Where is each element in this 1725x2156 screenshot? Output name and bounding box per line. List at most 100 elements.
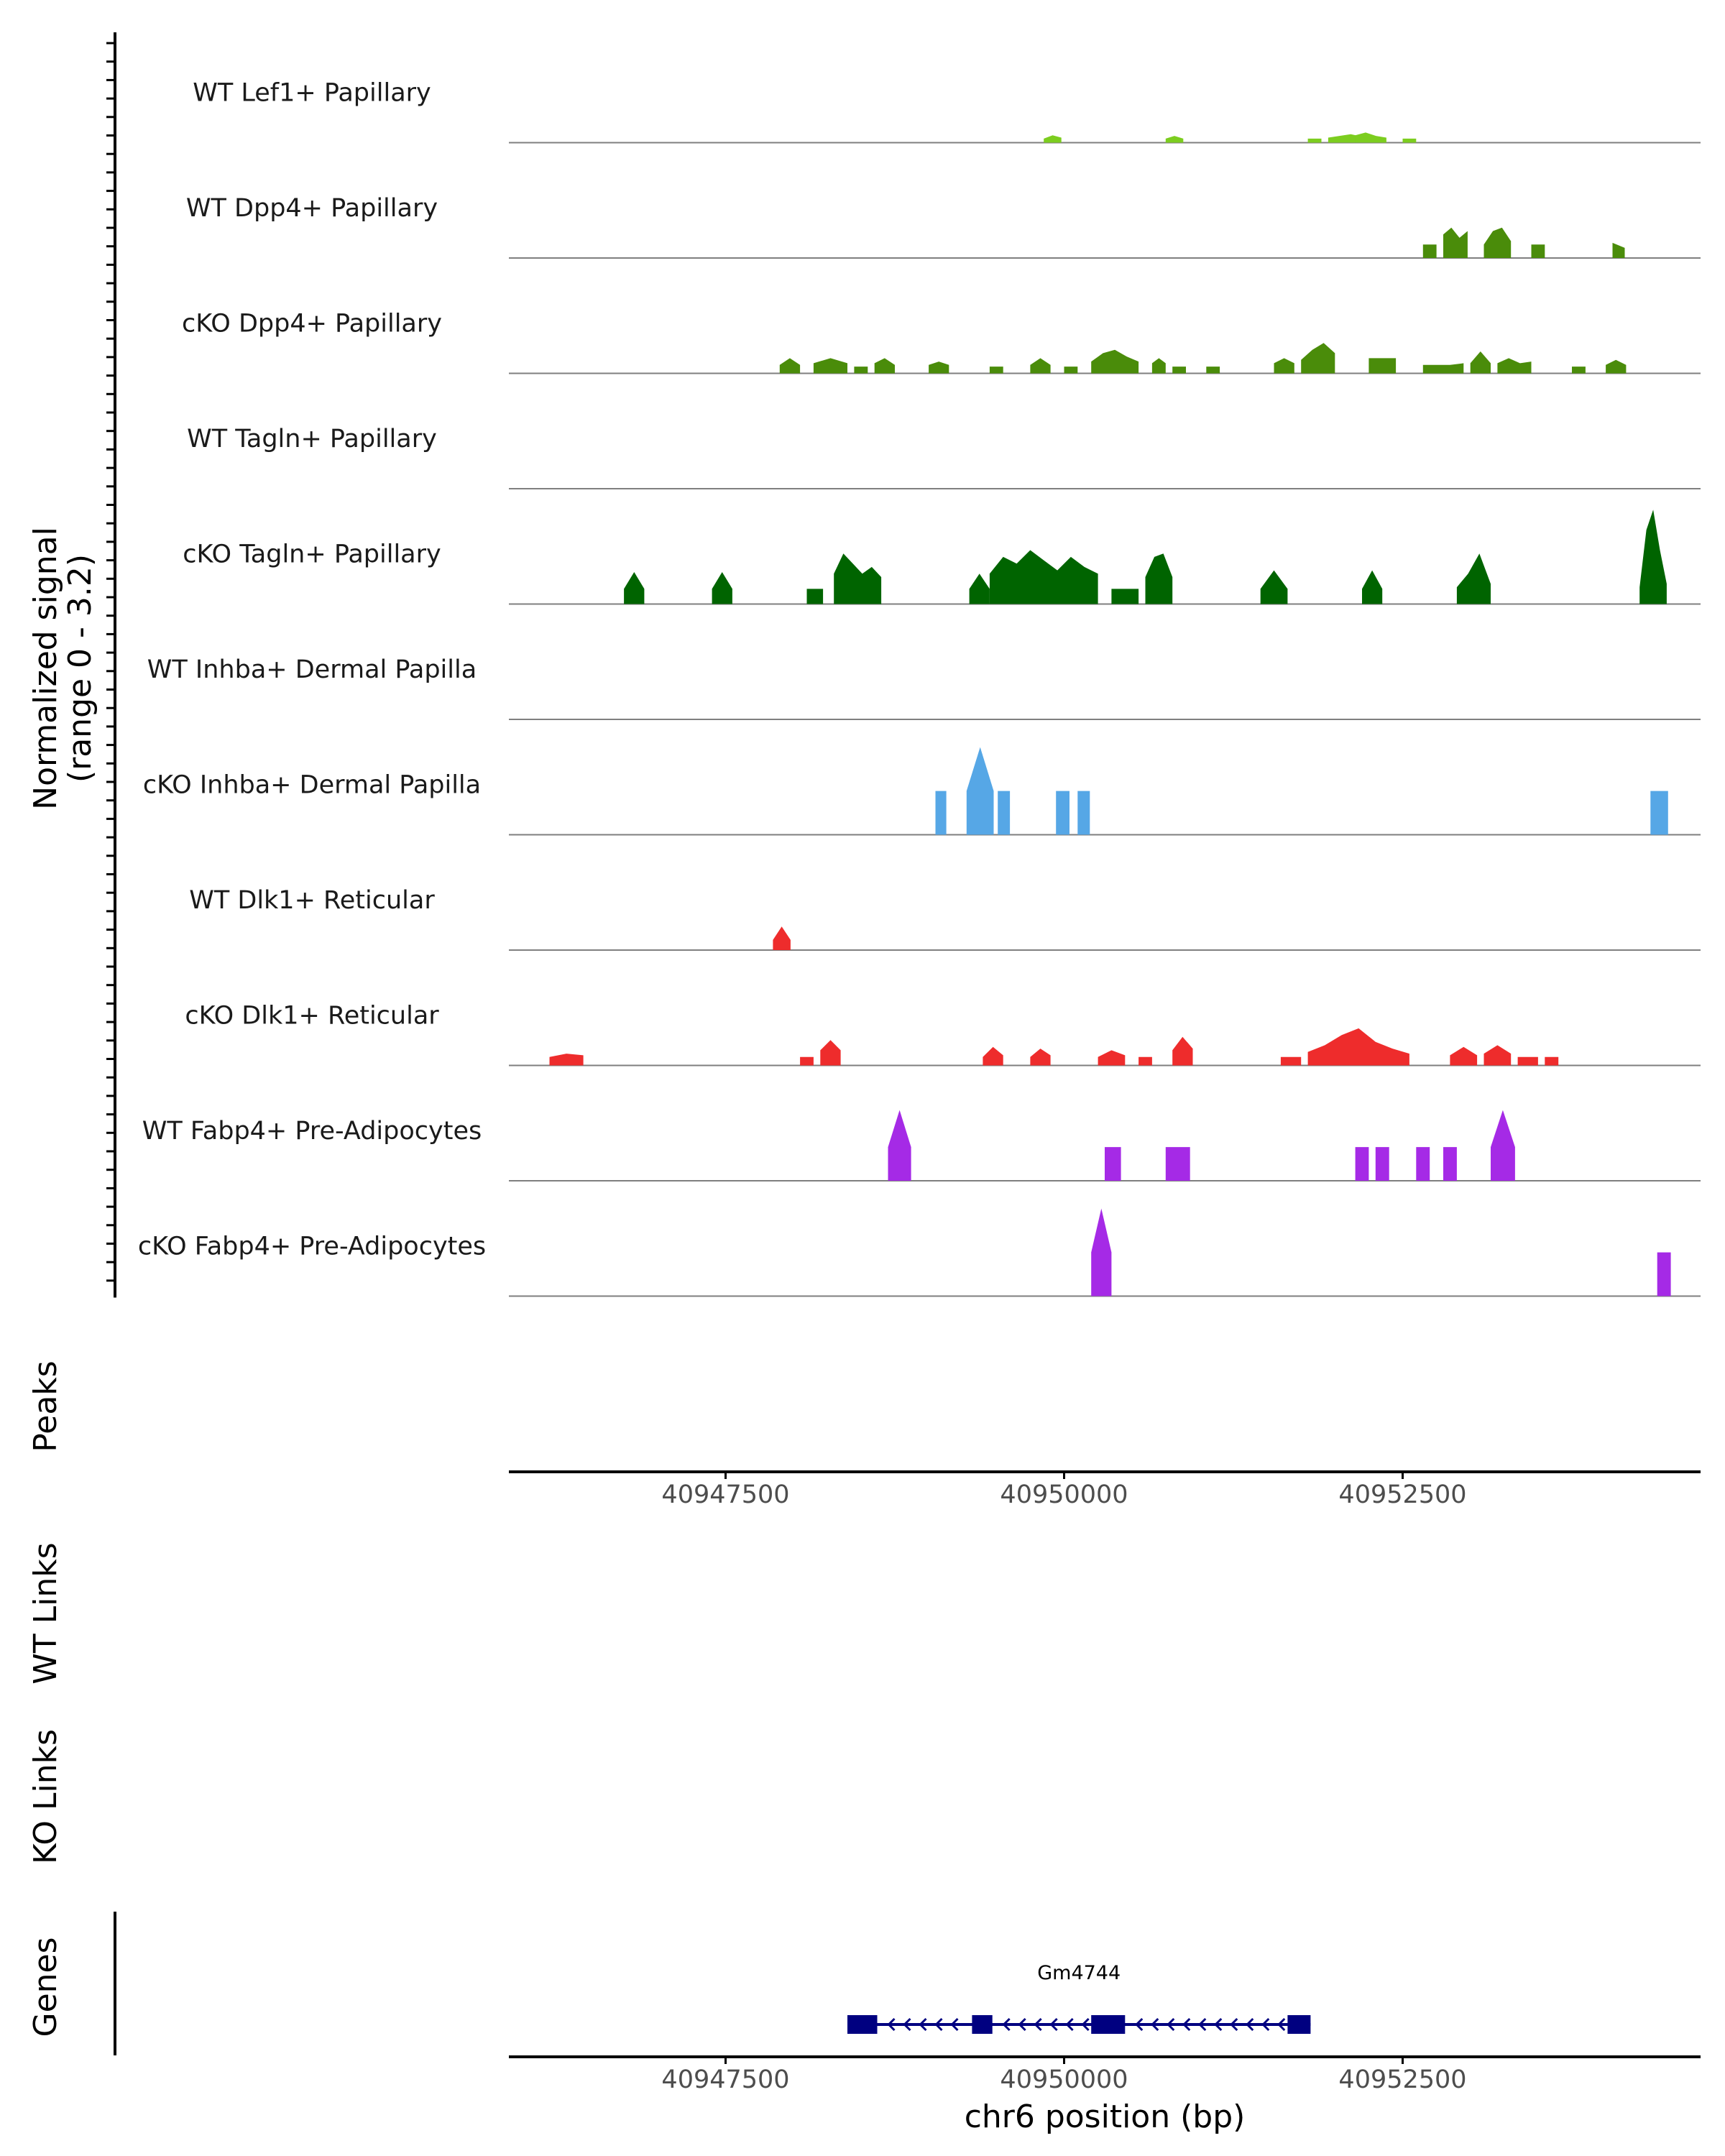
track-label: WT Dlk1+ Reticular [189, 886, 435, 915]
x-axis-peaks: 40947500 40950000 40952500 [509, 1470, 1701, 1509]
track-label: WT Lef1+ Papillary [193, 79, 431, 108]
coverage-peak [813, 358, 847, 374]
coverage-peak [1091, 1208, 1112, 1296]
coverage-peak [1657, 1252, 1671, 1296]
track-label: WT Inhba+ Dermal Papilla [147, 655, 477, 684]
coverage-peak [929, 361, 949, 374]
gene-name-label: Gm4744 [1037, 1962, 1121, 1984]
coverage-peak [983, 1046, 1003, 1066]
coverage-peak [1355, 132, 1386, 143]
track-label: cKO Fabp4+ Pre-Adipocytes [138, 1233, 486, 1261]
coverage-peak [1484, 1045, 1512, 1066]
coverage-peak [1450, 1046, 1478, 1066]
gene-exon [1287, 2015, 1311, 2034]
y-axis-label: Normalized signal [27, 527, 64, 810]
coverage-peak [712, 572, 732, 604]
coverage-peak [1307, 1028, 1409, 1066]
strand-arrow [1182, 2017, 1191, 2032]
coverage-peak [834, 553, 882, 604]
strand-arrow [1081, 2017, 1090, 2032]
signal-tracks: WT Lef1+ Papillary WT Dpp4+ Papillary cKO … [138, 79, 1701, 1297]
coverage-peak [969, 573, 990, 604]
coverage-peak [820, 1040, 841, 1066]
strand-arrow [1214, 2017, 1223, 2032]
coverage-peak [1422, 363, 1464, 374]
strand-arrow [1049, 2017, 1058, 2032]
coverage-peak [854, 367, 868, 374]
x-tick-label: 40952500 [1338, 2065, 1466, 2094]
coverage-peak [779, 358, 801, 374]
strand-arrow [1151, 2017, 1159, 2032]
coverage-peak [1077, 791, 1090, 835]
coverage-peak [806, 589, 824, 604]
coverage-peak [1362, 570, 1383, 604]
coverage-peak [1030, 1049, 1051, 1066]
x-tick-label: 40950000 [1000, 2065, 1128, 2094]
coverage-peak [989, 367, 1003, 374]
track-label: WT Dpp4+ Papillary [186, 194, 438, 223]
coverage-peak [1030, 358, 1051, 374]
strand-arrow [1277, 2017, 1286, 2032]
coverage-peak [1517, 1056, 1538, 1066]
coverage-peak [1650, 791, 1668, 835]
strand-arrow [1002, 2017, 1011, 2032]
coverage-peak [1639, 510, 1667, 604]
coverage-peak [1531, 244, 1545, 258]
track-label: cKO Dlk1+ Reticular [185, 1002, 439, 1031]
coverage-peak [1206, 367, 1220, 374]
coverage-peak [1484, 227, 1512, 258]
coverage-peak [1151, 358, 1166, 374]
strand-arrow [1167, 2017, 1175, 2032]
coverage-peak [1328, 134, 1362, 143]
coverage-peak [1572, 367, 1586, 374]
coverage-peak [1443, 1147, 1457, 1181]
x-tick-label: 40947500 [661, 2065, 789, 2094]
strand-arrow [1034, 2017, 1042, 2032]
gene-exon [847, 2015, 878, 2034]
coverage-peak [773, 926, 791, 950]
coverage-peak [1443, 227, 1468, 258]
coverage-peak [549, 1054, 584, 1066]
strand-arrow [919, 2017, 927, 2032]
coverage-peak [1491, 1110, 1515, 1181]
y-axis-label-range: (range 0 - 3.2) [62, 554, 98, 783]
coverage-peak [989, 550, 1098, 604]
coverage-peak [1044, 135, 1062, 143]
coverage-peak [624, 572, 645, 604]
coverage-peak [998, 791, 1011, 835]
gene-exon [972, 2015, 993, 2034]
peaks-panel-label: Peaks [27, 1360, 64, 1452]
ko-links-panel-label: KO Links [27, 1729, 64, 1864]
strand-arrow [887, 2017, 896, 2032]
coverage-peak [1368, 358, 1397, 374]
x-tick-label: 40947500 [661, 1480, 789, 1509]
coverage-peak [1612, 242, 1625, 258]
coverage-peak [1355, 1147, 1369, 1181]
track-label: WT Tagln+ Papillary [187, 425, 437, 453]
coverage-peak [1098, 1050, 1126, 1066]
wt-links-panel-label: WT Links [27, 1542, 64, 1684]
track-label: cKO Tagln+ Papillary [183, 540, 441, 569]
coverage-peak [1105, 1147, 1121, 1181]
coverage-peak [1606, 359, 1627, 374]
coverage-peak [1470, 351, 1491, 374]
coverage-peak [800, 1056, 814, 1066]
coverage-peak [1172, 1036, 1193, 1066]
coverage-peak [1172, 367, 1186, 374]
coverage-peak [1456, 553, 1491, 604]
strand-arrow [950, 2017, 959, 2032]
track-label: WT Fabp4+ Pre-Adipocytes [142, 1117, 482, 1146]
signal-y-axis [106, 32, 116, 1298]
coverage-peak [1138, 1056, 1152, 1066]
track-label: cKO Inhba+ Dermal Papilla [143, 771, 481, 800]
strand-arrow [1135, 2017, 1144, 2032]
coverage-peak [1402, 138, 1417, 143]
coverage-peak [1274, 358, 1294, 374]
coverage-peak [888, 1110, 911, 1181]
coverage-peak [1165, 1147, 1190, 1181]
coverage-peak [1111, 589, 1139, 604]
coverage-peak [1497, 358, 1532, 374]
strand-arrow [903, 2017, 911, 2032]
coverage-peak [1091, 349, 1139, 374]
